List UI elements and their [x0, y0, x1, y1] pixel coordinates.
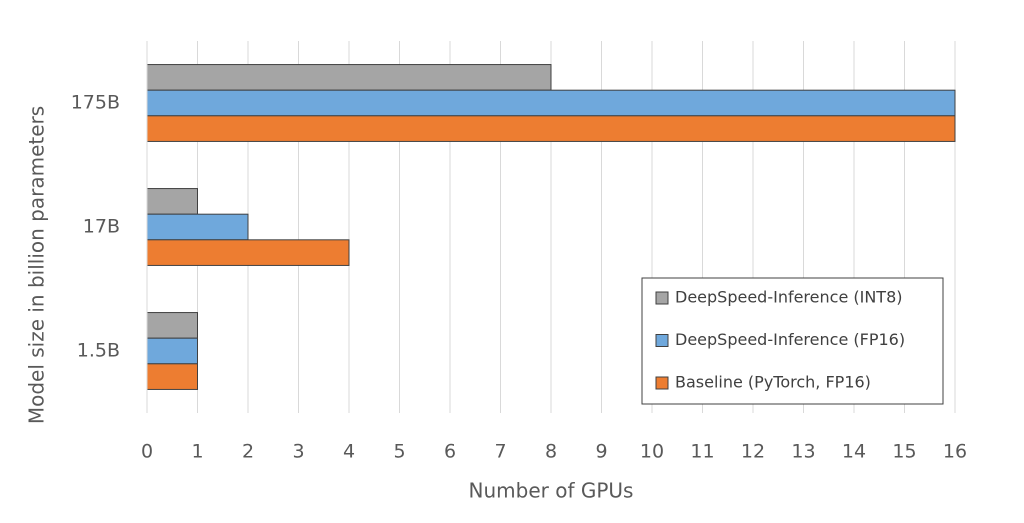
bar: [146, 363, 198, 390]
bar: [146, 239, 350, 266]
x-tick-label: 1: [191, 441, 203, 463]
legend-box: [641, 277, 944, 405]
x-tick-label: 13: [791, 441, 815, 463]
bar: [146, 115, 956, 142]
x-tick-label: 0: [141, 441, 153, 463]
x-tick-label: 8: [545, 441, 557, 463]
legend-label: DeepSpeed-Inference (FP16): [675, 330, 905, 349]
bar: [146, 312, 198, 339]
x-tick-label: 15: [892, 441, 916, 463]
bar: [146, 89, 956, 117]
bar: [146, 64, 552, 91]
y-tick-label: 1.5B: [77, 340, 120, 362]
x-tick-label: 10: [640, 441, 664, 463]
legend-swatch: [655, 376, 669, 390]
legend-swatch: [655, 291, 669, 305]
bar: [146, 188, 198, 215]
x-tick-label: 4: [343, 441, 355, 463]
y-tick-label: 17B: [83, 216, 120, 238]
x-tick-label: 5: [393, 441, 405, 463]
x-tick-label: 9: [595, 441, 607, 463]
legend-swatch: [655, 334, 669, 347]
y-axis-title: Model size in billion parameters: [25, 106, 49, 424]
x-axis-title: Number of GPUs: [469, 479, 634, 503]
x-tick-label: 3: [292, 441, 304, 463]
x-tick-label: 2: [242, 441, 254, 463]
x-tick-label: 11: [690, 441, 714, 463]
bar: [146, 337, 198, 365]
bar: [146, 213, 249, 241]
x-tick-label: 6: [444, 441, 456, 463]
x-tick-label: 12: [741, 441, 765, 463]
legend-label: Baseline (PyTorch, FP16): [675, 373, 871, 392]
x-tick-label: 16: [943, 441, 967, 463]
x-tick-label: 7: [494, 441, 506, 463]
x-tick-label: 14: [842, 441, 866, 463]
y-tick-label: 175B: [71, 92, 120, 114]
legend-label: DeepSpeed-Inference (INT8): [675, 288, 903, 307]
